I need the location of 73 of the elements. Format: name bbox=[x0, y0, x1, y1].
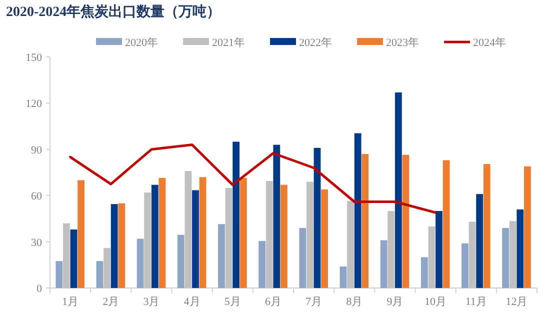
bar bbox=[299, 228, 306, 288]
x-tick-label: 12月 bbox=[506, 296, 528, 308]
bar bbox=[184, 170, 192, 288]
bar bbox=[62, 223, 70, 288]
x-tick-label: 5月 bbox=[224, 296, 241, 308]
bar bbox=[136, 238, 144, 288]
bar bbox=[240, 178, 247, 288]
bar bbox=[218, 224, 225, 288]
x-tick-label: 10月 bbox=[424, 296, 447, 308]
bar bbox=[347, 200, 354, 288]
chart-title: 2020-2024年焦炭出口数量（万吨） bbox=[6, 4, 221, 20]
bar bbox=[104, 248, 110, 288]
x-tick-label: 9月 bbox=[386, 296, 404, 308]
bar bbox=[225, 188, 232, 288]
bar bbox=[273, 144, 280, 288]
bar bbox=[442, 160, 450, 288]
y-tick-label: 30 bbox=[31, 236, 42, 249]
bar bbox=[177, 234, 184, 288]
legend-label: 2020年 bbox=[125, 37, 158, 49]
bar bbox=[280, 184, 288, 288]
bar bbox=[509, 221, 516, 288]
bar bbox=[199, 177, 206, 288]
bar bbox=[232, 142, 240, 288]
bar bbox=[394, 92, 402, 288]
bar bbox=[362, 154, 369, 288]
bar bbox=[380, 240, 388, 288]
bar bbox=[151, 184, 158, 288]
bar bbox=[468, 222, 476, 288]
bar bbox=[56, 261, 63, 288]
y-tick-label: 150 bbox=[26, 52, 42, 64]
bar bbox=[420, 257, 428, 288]
bar bbox=[96, 261, 104, 288]
bar bbox=[483, 164, 490, 288]
bar bbox=[158, 178, 166, 288]
line-series bbox=[69, 144, 437, 214]
y-tick-label: 60 bbox=[31, 190, 42, 203]
x-tick-label: 3月 bbox=[143, 296, 160, 308]
y-tick-label: 120 bbox=[26, 98, 42, 110]
bar bbox=[436, 211, 442, 288]
x-tick-label: 6月 bbox=[264, 296, 282, 308]
bar bbox=[306, 182, 314, 288]
bar bbox=[314, 148, 321, 288]
bar bbox=[144, 192, 152, 288]
bar bbox=[321, 189, 328, 288]
bar bbox=[78, 180, 84, 288]
bar bbox=[502, 228, 510, 288]
bar bbox=[192, 190, 199, 288]
legend-label: 2022年 bbox=[299, 37, 332, 49]
bar bbox=[428, 226, 436, 288]
y-tick-label: 0 bbox=[36, 283, 42, 295]
x-tick-label: 2月 bbox=[102, 296, 120, 308]
bar bbox=[388, 211, 395, 288]
bar bbox=[476, 194, 484, 288]
x-tick-label: 11月 bbox=[465, 296, 487, 308]
x-tick-label: 1月 bbox=[62, 296, 79, 308]
bar bbox=[340, 266, 347, 288]
bar bbox=[70, 229, 78, 288]
legend-label: 2023年 bbox=[386, 37, 419, 49]
bar bbox=[462, 243, 468, 288]
bar bbox=[516, 209, 524, 288]
legend-label: 2024年 bbox=[473, 37, 506, 49]
x-tick-label: 7月 bbox=[306, 296, 322, 308]
y-tick-label: 90 bbox=[31, 144, 42, 156]
legend-label: 2021年 bbox=[212, 37, 245, 49]
bar bbox=[354, 133, 362, 288]
bar bbox=[402, 154, 410, 288]
bar bbox=[266, 180, 273, 288]
bar bbox=[118, 203, 126, 288]
bar bbox=[110, 204, 118, 288]
x-tick-label: 4月 bbox=[184, 296, 200, 308]
x-tick-label: 8月 bbox=[346, 296, 363, 308]
bar bbox=[258, 241, 266, 288]
bar bbox=[524, 166, 531, 288]
